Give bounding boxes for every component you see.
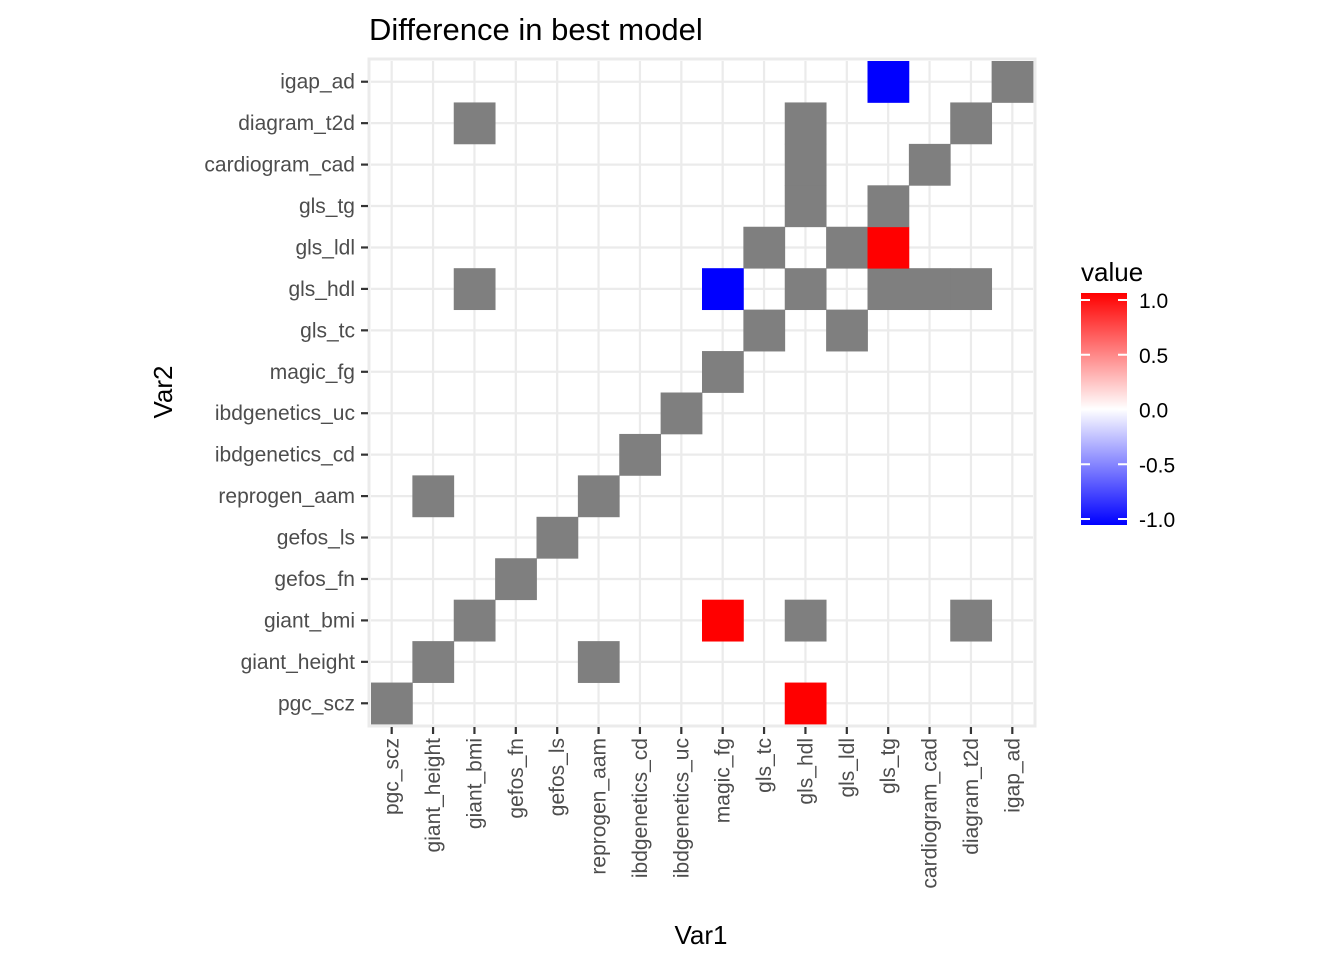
heatmap-cell [371,682,413,725]
heatmap-cell [702,599,744,642]
heatmap-cell [619,433,662,476]
y-tick-label: gls_tc [300,319,355,342]
legend-tick-label: -0.5 [1139,454,1175,477]
heatmap-cell [577,475,620,518]
heatmap-cell [577,641,620,683]
heatmap-cell [743,309,786,352]
x-tick-label: gefos_fn [505,738,528,819]
y-tick-label: gefos_fn [274,568,355,591]
heatmap-cell [702,351,744,393]
x-tick-label: reprogen_aam [588,738,611,875]
heatmap-cell [867,268,910,311]
x-tick-label: igap_ad [1001,738,1024,813]
heatmap-cells [371,61,1034,725]
heatmap-cell [908,268,951,311]
heatmap-cell [784,143,827,186]
legend: value 1.0 0.5 0.0 -0.5 -1.0 [1081,257,1175,532]
x-tick-label: gefos_ls [546,738,569,816]
x-tick-label: giant_bmi [463,738,486,829]
legend-tick-label: 0.5 [1139,345,1168,368]
y-tick-label: igap_ad [280,71,355,94]
y-tick-label: ibdgenetics_cd [215,444,355,467]
y-tick-label: ibdgenetics_uc [215,402,355,425]
heatmap-cell [536,516,579,559]
heatmap-cell [702,268,744,311]
heatmap-cell [784,185,827,228]
heatmap-cell [660,392,703,435]
panel-border [367,57,1037,728]
y-tick-label: giant_height [241,651,356,674]
x-tick-label: ibdgenetics_cd [629,738,652,878]
heatmap-cell [495,558,537,601]
y-tick-label: gefos_ls [277,527,355,550]
x-tick-label: gls_tg [877,738,900,794]
x-tick-label: pgc_scz [381,738,404,815]
y-axis-title: Var2 [148,366,178,419]
heatmap-cell [826,226,868,269]
heatmap-cell [453,268,496,311]
chart-title: Difference in best model [369,12,703,47]
heatmap-cell [950,268,993,311]
heatmap-cell [991,61,1034,103]
y-tick-label: gls_tg [299,195,355,218]
heatmap-cell [412,641,455,683]
x-tick-label: giant_height [422,738,445,853]
heatmap-cell [784,599,827,642]
y-tick-label: pgc_scz [278,692,355,715]
heatmap-cell [867,185,910,228]
y-tick-label: diagram_t2d [238,112,355,135]
y-axis: pgc_scz giant_height giant_bmi gefos_fn gefo… [204,71,368,715]
x-tick-label: gls_ldl [836,738,859,798]
y-tick-label: reprogen_aam [218,485,355,508]
heatmap-cell [784,102,827,145]
heatmap-cell [784,682,827,725]
x-tick-label: gls_tc [753,738,776,793]
y-tick-label: gls_hdl [288,278,355,301]
x-tick-label: diagram_t2d [960,738,983,855]
x-axis: pgc_scz giant_height giant_bmi gefos_fn gefo… [381,727,1024,889]
heatmap-cell [867,61,910,103]
heatmap-cell [453,102,496,145]
heatmap-cell [453,599,496,642]
y-tick-label: cardiogram_cad [204,154,355,177]
legend-tick-label: -1.0 [1139,509,1175,532]
heatmap-cell [784,268,827,311]
heatmap-cell [867,226,910,269]
heatmap-cell [908,143,951,186]
heatmap-cell [412,475,455,518]
legend-tick-label: 1.0 [1139,290,1168,313]
heatmap-cell [950,102,993,145]
x-axis-title: Var1 [675,920,728,950]
x-tick-label: ibdgenetics_uc [670,738,693,878]
x-tick-label: gls_hdl [794,738,817,805]
x-tick-label: magic_fg [712,738,735,823]
y-tick-label: giant_bmi [264,609,355,632]
heatmap-cell [743,226,786,269]
x-tick-label: cardiogram_cad [919,738,942,889]
heatmap-cell [950,599,993,642]
y-tick-label: magic_fg [270,361,355,384]
heatmap-cell [826,309,868,352]
legend-title: value [1081,257,1143,287]
y-tick-label: gls_ldl [295,236,355,259]
legend-tick-label: 0.0 [1139,400,1168,423]
